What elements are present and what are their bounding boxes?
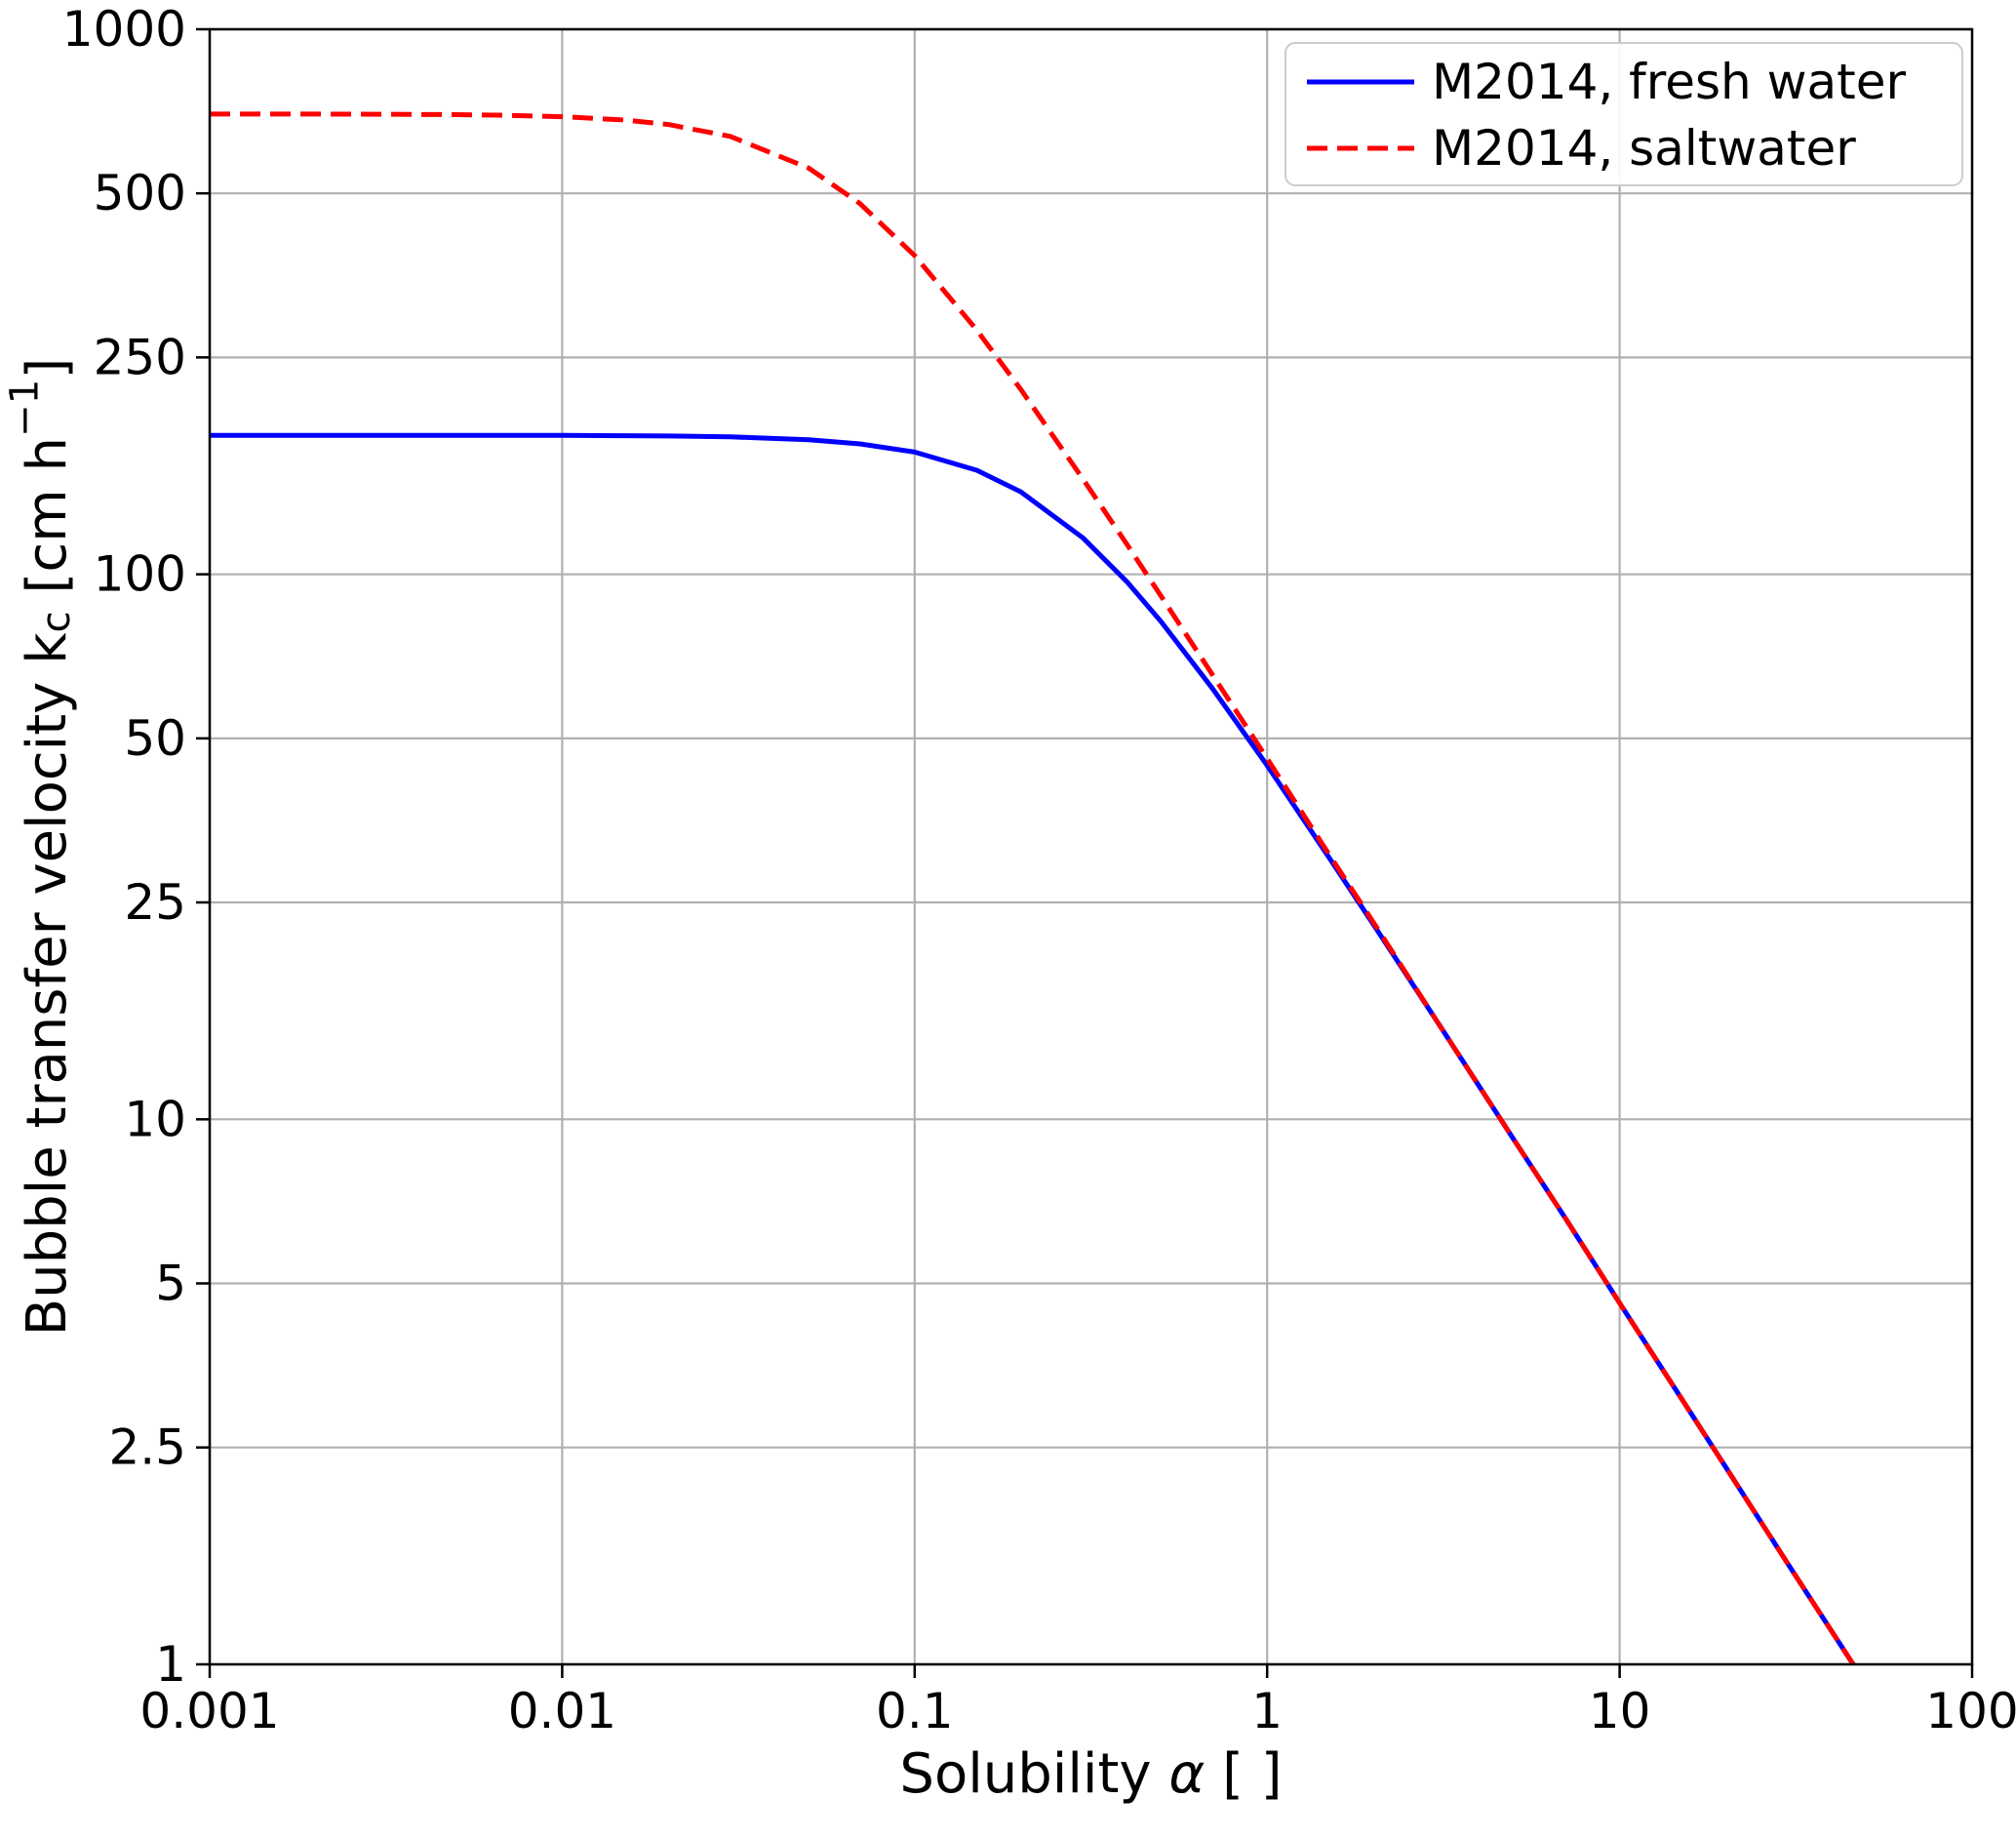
x-tick-label: 10	[1589, 1683, 1651, 1739]
legend-entry: M2014, fresh water	[1307, 54, 1907, 110]
y-tick-label: 250	[94, 329, 186, 385]
legend-label: M2014, fresh water	[1432, 54, 1907, 110]
tick-labels: 0.001 0.01 0.1 1 10 100 1 2.5 5 10 25 50 100 250 500 10…	[62, 1, 2016, 1739]
y-tick-label: 500	[94, 165, 186, 221]
y-tick-label: 25	[124, 874, 186, 931]
x-tick-label: 0.01	[508, 1683, 616, 1739]
x-tick-label: 100	[1925, 1683, 2016, 1739]
y-axis-label: Bubble transfer velocity kc [cm h−1]	[1, 358, 79, 1337]
y-tick-label: 2.5	[108, 1419, 186, 1476]
y-tick-label: 10	[124, 1091, 186, 1147]
legend-box	[1285, 42, 1963, 186]
series-line-m2014-saltwater	[210, 111, 1857, 1664]
x-tick-label: 1	[1251, 1683, 1283, 1739]
x-tick-label: 0.001	[139, 1683, 279, 1739]
legend: M2014, fresh water M2014, saltwater	[1285, 42, 1963, 186]
y-tick-label: 1000	[62, 1, 186, 58]
legend-entry: M2014, saltwater	[1307, 120, 1856, 177]
x-tick-label: 0.1	[876, 1683, 954, 1739]
y-tick-label: 5	[155, 1256, 186, 1312]
series-group	[210, 111, 1857, 1664]
ticks	[196, 27, 1974, 1678]
y-tick-label: 1	[155, 1636, 186, 1693]
x-axis-label: Solubility α [ ]	[899, 1742, 1282, 1806]
legend-label: M2014, saltwater	[1432, 120, 1856, 177]
plot-border	[208, 27, 1974, 1666]
y-tick-label: 100	[94, 546, 186, 603]
y-tick-label: 50	[124, 710, 186, 767]
